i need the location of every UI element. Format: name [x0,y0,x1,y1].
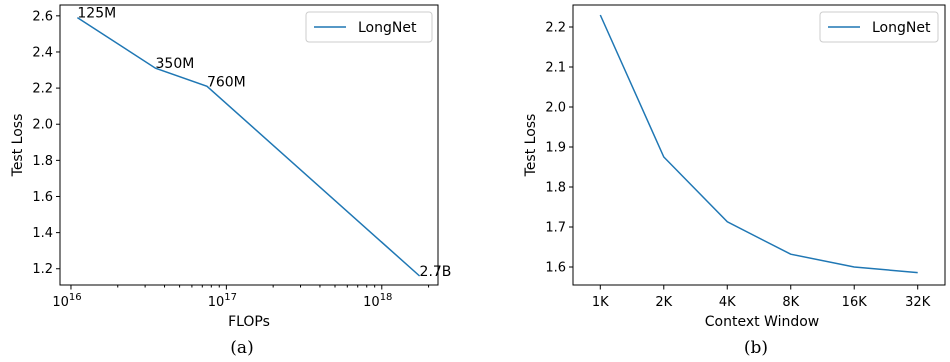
chart-b-plot-frame [572,4,946,286]
chart-b: 1.6 1.7 1.8 1.9 2.0 2.1 2.2 1K 2K 4K 8K 16K 32K Lon… [523,4,946,358]
chart-a-legend: LongNet [305,11,433,43]
chart-b-y-axis-label: Test Loss [523,114,539,178]
chart-b-legend-label: LongNet [872,20,931,36]
chart-b-y-tick-label: 2.0 [545,101,566,116]
chart-a-x-tick-base: 10 [52,295,69,310]
chart-a-series-line-longnet [76,16,421,277]
chart-a-x-tick-base: 10 [208,295,225,310]
chart-a-x-tick-base: 10 [363,295,380,310]
chart-a-y-tick-label: 1.8 [32,154,53,169]
chart-b-y-tick-label: 2.2 [545,21,566,36]
chart-b-x-tick-label: 1K [592,295,609,310]
chart-a-legend-label: LongNet [358,20,417,36]
chart-b-series [599,14,918,274]
chart-a-annotation: 125M [77,6,116,22]
chart-a-x-tick-exponent: 17 [224,292,237,303]
chart-a-x-tick-label: 1018 [363,292,392,310]
chart-b-caption: (b) [744,338,768,358]
chart-a-annotations: 125M 350M 760M 2.7B [77,6,451,280]
chart-a-plot-frame [59,4,439,286]
chart-a-y-tick-label: 2.2 [32,82,53,97]
chart-b-series-line-longnet [599,14,918,274]
chart-a: 1.21.41.61.82.02.22.42.6 1016 1017 1018 12… [10,4,451,358]
chart-b-x-ticks: 1K 2K 4K 8K 16K 32K [592,285,931,310]
chart-b-x-tick-label: 32K [905,295,931,310]
chart-a-annotation: 2.7B [420,264,452,280]
chart-a-y-tick-label: 1.2 [32,262,53,277]
chart-a-y-tick-label: 2.6 [32,9,53,24]
chart-b-y-tick-label: 1.9 [545,141,566,156]
chart-b-y-tick-label: 1.7 [545,221,566,236]
chart-b-x-tick-label: 8K [782,295,799,310]
chart-a-x-tick-label: 1017 [208,292,237,310]
chart-b-x-tick-label: 4K [719,295,736,310]
chart-b-y-tick-label: 1.6 [545,261,566,276]
chart-a-x-ticks: 1016 1017 1018 [52,285,430,310]
chart-a-legend-box [305,11,433,43]
chart-b-y-tick-label: 1.8 [545,181,566,196]
chart-a-y-ticks: 1.2 1.4 1.6 1.8 2.0 2.2 2.4 2.6 [32,9,60,277]
chart-b-y-tick-label: 2.1 [545,61,566,76]
chart-a-x-axis-label: FLOPs [228,314,270,330]
chart-b-x-axis-label: Context Window [705,314,820,330]
chart-a-y-tick-label: 2.4 [32,45,53,60]
chart-a-y-axis-label: Test Loss [10,114,26,178]
chart-a-caption: (a) [230,338,253,358]
chart-a-y-tick-label: 1.4 [32,226,53,241]
chart-b-legend-box [819,11,939,43]
chart-a-x-tick-exponent: 16 [69,292,82,303]
chart-b-x-tick-label: 2K [655,295,672,310]
chart-b-legend: LongNet [819,11,939,43]
chart-a-x-tick-exponent: 18 [380,292,393,303]
chart-a-y-tick-label: 1.6 [32,190,53,205]
chart-b-y-ticks: 1.6 1.7 1.8 1.9 2.0 2.1 2.2 [545,21,573,276]
chart-a-annotation: 760M [207,74,246,90]
chart-a-y-tick-label: 2.0 [32,118,53,133]
chart-b-x-tick-label: 16K [842,295,868,310]
chart-a-x-tick-label: 1016 [52,292,81,310]
chart-a-series [76,16,421,277]
chart-a-annotation: 350M [156,56,195,72]
